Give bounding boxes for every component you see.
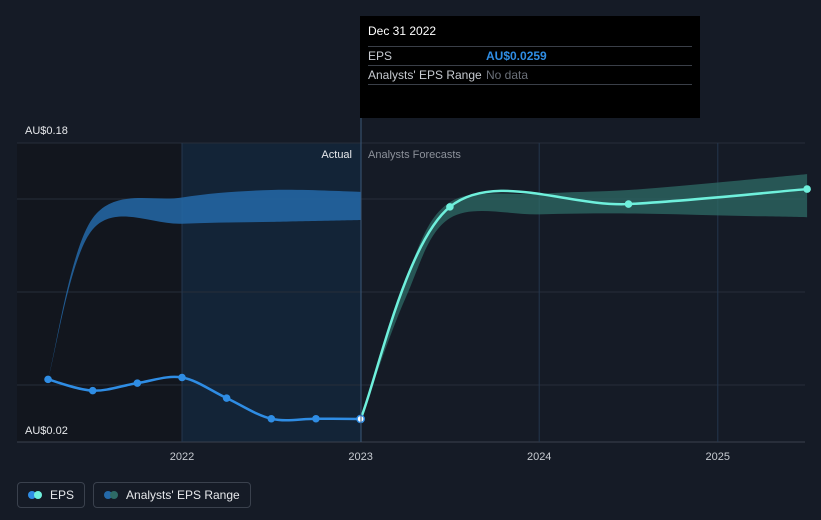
tooltip-eps-value: AU$0.0259 xyxy=(486,49,547,63)
tooltip-range-row: Analysts' EPS Range No data xyxy=(368,65,692,85)
legend-eps-icon xyxy=(28,491,42,499)
x-tick-label-2023: 2023 xyxy=(348,451,372,463)
eps-point-1-1 xyxy=(446,203,454,211)
eps-chart: AU$0.18 AU$0.02 Actual Analysts Forecast… xyxy=(17,16,811,463)
forecast-label: Analysts Forecasts xyxy=(368,149,461,161)
legend-range-label: Analysts' EPS Range xyxy=(126,488,240,502)
eps-point-0-3 xyxy=(178,373,186,382)
range-band-1 xyxy=(360,174,808,419)
y-label-top: AU$0.18 xyxy=(25,125,68,137)
legend-eps-button[interactable]: EPS xyxy=(17,482,86,508)
eps-point-1-2 xyxy=(624,200,633,208)
legend-eps-label: EPS xyxy=(50,488,75,502)
tooltip-range-value: No data xyxy=(486,68,529,82)
y-label-bottom: AU$0.02 xyxy=(25,425,68,437)
eps-point-1-3 xyxy=(803,185,811,193)
eps-point-0-6 xyxy=(312,414,320,423)
tooltip-eps-label: EPS xyxy=(368,49,393,63)
tooltip-eps-row: EPS AU$0.0259 xyxy=(368,46,692,65)
legend-range-icon xyxy=(104,491,119,499)
actual-label: Actual xyxy=(321,149,352,161)
range-band-0 xyxy=(48,189,361,380)
gridlines xyxy=(17,142,805,443)
eps-point-0-0 xyxy=(44,375,52,384)
range-bands xyxy=(48,174,808,419)
legend: EPS Analysts' EPS Range xyxy=(17,482,251,508)
eps-point-0-5 xyxy=(267,414,276,423)
x-tick-label-2025: 2025 xyxy=(706,451,730,463)
x-tick-label-2024: 2024 xyxy=(527,451,551,463)
x-axis-ticks: 2022 2023 2024 2025 xyxy=(170,451,730,463)
eps-points xyxy=(44,185,811,424)
eps-point-0-4 xyxy=(222,394,231,402)
eps-line-1 xyxy=(359,187,808,420)
tooltip-range-label: Analysts' EPS Range xyxy=(368,68,482,82)
x-tick-label-2022: 2022 xyxy=(170,451,194,463)
tooltip-date: Dec 31 2022 xyxy=(368,24,437,38)
eps-point-0-2 xyxy=(133,379,142,387)
legend-range-button[interactable]: Analysts' EPS Range xyxy=(93,482,251,508)
tooltip: Dec 31 2022 EPS AU$0.0259 Analysts' EPS … xyxy=(360,16,700,118)
eps-point-0-1 xyxy=(88,386,97,395)
